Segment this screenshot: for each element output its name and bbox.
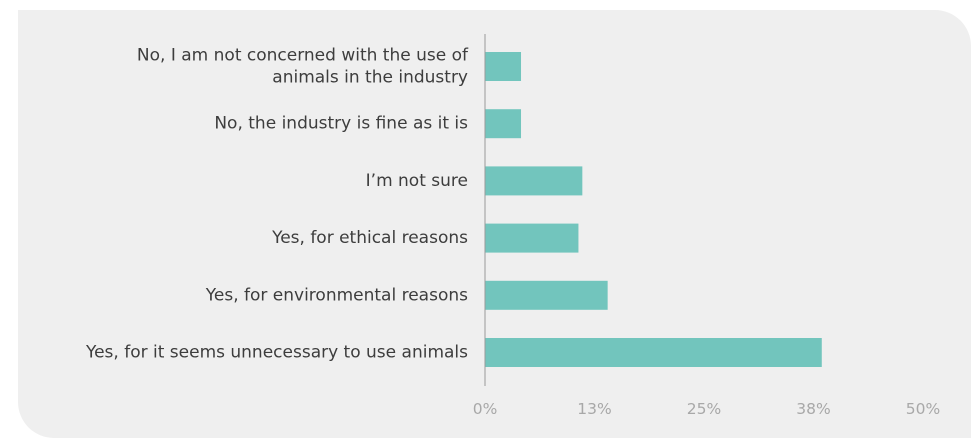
- category-label-line: Yes, for environmental reasons: [205, 285, 468, 305]
- x-tick-label: 38%: [796, 400, 830, 418]
- category-label-line: No, the industry is fine as it is: [214, 114, 468, 134]
- category-label-line: I’m not sure: [366, 171, 468, 191]
- bar: [485, 166, 583, 196]
- category-label: I’m not sure: [366, 171, 468, 191]
- category-label: No, the industry is fine as it is: [214, 114, 468, 134]
- category-label-line: Yes, for ethical reasons: [271, 228, 468, 248]
- x-tick-label: 13%: [577, 400, 611, 418]
- x-tick-label: 0%: [473, 400, 498, 418]
- x-tick-labels-group: 0% 13% 25% 38% 50%: [473, 400, 941, 418]
- category-label-line: Yes, for it seems unnecessary to use ani…: [85, 343, 468, 363]
- x-tick-label: 50%: [906, 400, 940, 418]
- bar: [485, 109, 522, 139]
- category-label: Yes, for environmental reasons: [205, 285, 468, 305]
- bar: [485, 223, 579, 253]
- category-label-line: animals in the industry: [272, 68, 468, 88]
- category-label: Yes, for it seems unnecessary to use ani…: [85, 343, 468, 363]
- bar: [485, 338, 822, 367]
- x-tick-label: 25%: [687, 400, 721, 418]
- category-label: Yes, for ethical reasons: [271, 228, 468, 248]
- category-labels-group: No, I am not concerned with the use of an…: [85, 46, 469, 363]
- category-label: No, I am not concerned with the use of an…: [137, 46, 469, 88]
- bar: [485, 52, 522, 81]
- bars-group: [485, 52, 822, 367]
- category-label-line: No, I am not concerned with the use of: [137, 46, 469, 66]
- bar: [485, 280, 608, 310]
